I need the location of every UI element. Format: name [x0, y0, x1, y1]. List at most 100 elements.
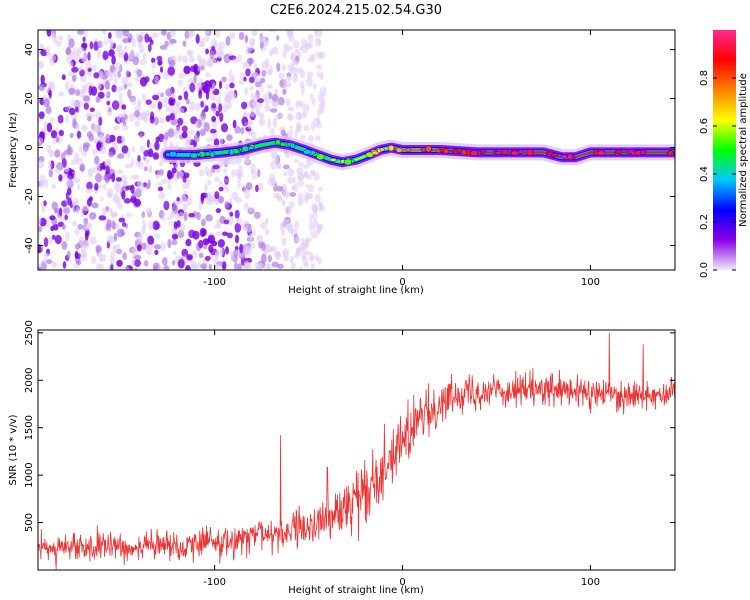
noise-blob	[58, 129, 64, 137]
noise-blob	[216, 96, 221, 106]
noise-blob	[149, 103, 156, 109]
noise-blob	[158, 169, 164, 176]
noise-blob	[214, 263, 222, 270]
noise-blob	[118, 217, 126, 223]
noise-blob	[46, 122, 53, 133]
noise-blob	[234, 261, 238, 270]
noise-blob	[66, 46, 71, 55]
noise-blob	[144, 76, 150, 83]
noise-blob	[136, 69, 143, 77]
noise-blob	[69, 132, 74, 139]
noise-blob	[104, 160, 112, 167]
noise-blob	[287, 130, 293, 138]
noise-blob	[245, 182, 253, 191]
noise-blob	[200, 263, 208, 269]
noise-blob	[105, 205, 109, 212]
noise-blob	[123, 180, 128, 186]
noise-blob	[165, 88, 173, 97]
ridge-blob	[379, 147, 385, 152]
noise-blob	[269, 30, 276, 33]
noise-blob	[307, 184, 315, 193]
noise-blob	[85, 61, 92, 69]
noise-blob	[285, 206, 291, 211]
noise-blob	[206, 169, 213, 178]
noise-blob	[46, 218, 50, 228]
noise-blob	[55, 136, 60, 143]
noise-blob	[287, 167, 294, 177]
noise-blob	[232, 92, 237, 99]
noise-blob	[294, 236, 301, 243]
noise-blob	[302, 112, 307, 119]
noise-blob	[167, 216, 172, 221]
noise-blob	[71, 66, 79, 73]
noise-blob	[220, 123, 229, 133]
noise-blob	[82, 144, 89, 152]
noise-blob	[286, 72, 292, 78]
noise-blob	[219, 247, 224, 257]
noise-blob	[68, 38, 75, 49]
noise-blob	[251, 30, 258, 37]
noise-blob	[157, 117, 165, 124]
noise-blob	[210, 95, 217, 101]
noise-blob	[162, 257, 168, 266]
noise-blob	[127, 89, 132, 99]
noise-blob	[201, 218, 206, 227]
noise-blob	[248, 57, 253, 67]
noise-blob	[282, 190, 290, 199]
noise-blob	[111, 84, 117, 93]
noise-blob	[249, 233, 253, 242]
noise-blob	[153, 233, 161, 240]
noise-blob	[82, 36, 86, 42]
noise-blob	[108, 49, 115, 57]
noise-blob	[259, 40, 264, 49]
noise-blob	[294, 253, 298, 259]
noise-blob	[183, 91, 189, 100]
noise-blob	[152, 94, 160, 101]
noise-blob	[188, 212, 195, 218]
noise-blob	[48, 82, 56, 93]
noise-blob	[116, 248, 123, 255]
noise-blob	[227, 77, 234, 83]
noise-blob	[122, 38, 129, 44]
noise-blob	[56, 162, 64, 171]
noise-blob	[281, 199, 286, 207]
noise-blob	[241, 101, 248, 110]
noise-blob	[93, 72, 100, 79]
noise-blob	[267, 118, 272, 128]
noise-blob	[266, 84, 273, 89]
noise-blob	[318, 186, 324, 192]
noise-blob	[77, 223, 83, 230]
noise-blob	[264, 105, 272, 112]
noise-blob	[180, 194, 187, 203]
noise-blob	[158, 191, 166, 200]
noise-blob	[126, 82, 133, 87]
noise-blob	[280, 228, 286, 236]
noise-blob	[206, 137, 213, 142]
noise-blob	[83, 224, 91, 231]
noise-blob	[139, 58, 147, 66]
noise-blob	[114, 144, 118, 152]
noise-blob	[67, 197, 72, 206]
noise-blob	[38, 216, 42, 226]
noise-blob	[307, 134, 314, 143]
noise-blob	[157, 101, 163, 110]
noise-blob	[63, 149, 71, 156]
noise-blob	[91, 149, 99, 155]
noise-blob	[182, 40, 187, 47]
noise-blob	[211, 102, 217, 109]
noise-blob	[54, 149, 61, 158]
noise-blob	[283, 164, 290, 170]
noise-blob	[242, 185, 247, 194]
noise-blob	[286, 76, 292, 81]
noise-blob	[81, 150, 88, 157]
noise-blob	[258, 112, 265, 119]
noise-blob	[90, 86, 98, 96]
noise-blob	[125, 212, 133, 218]
noise-blob	[224, 201, 230, 209]
noise-blob	[50, 225, 55, 232]
noise-blob	[106, 91, 111, 97]
noise-blob	[73, 177, 81, 184]
noise-blob	[156, 91, 162, 97]
noise-blob	[243, 219, 249, 230]
noise-blob	[102, 183, 107, 190]
